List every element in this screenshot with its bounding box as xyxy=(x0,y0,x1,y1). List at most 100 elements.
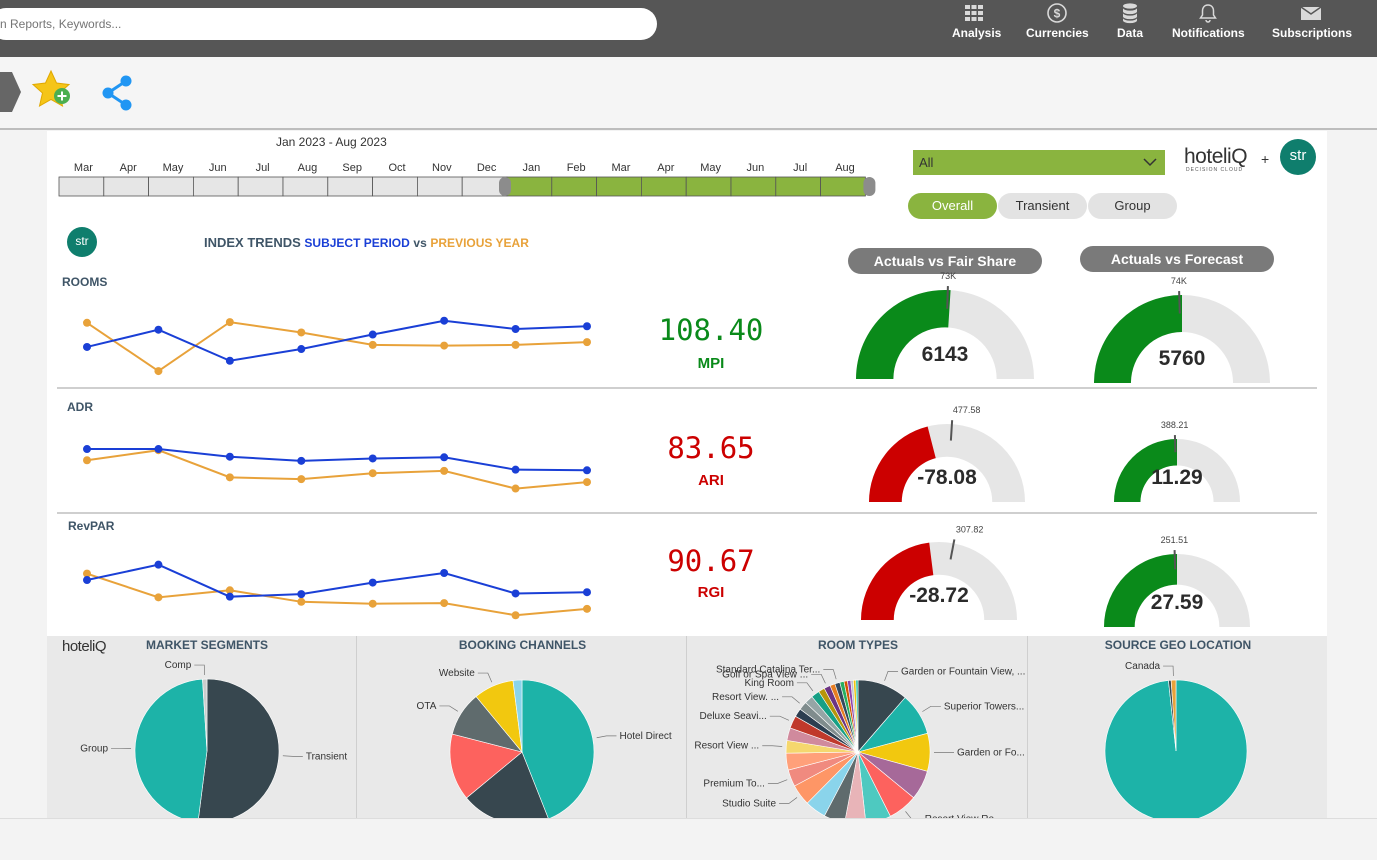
pie-label: Resort View Ro... xyxy=(925,814,1003,818)
rooms-fair-share-gauge: 73K 6143 xyxy=(856,271,1034,379)
gauge-target-label: 73K xyxy=(940,271,956,281)
timeline-month-label: Dec xyxy=(477,162,497,174)
top-bar: Analysis $ Currencies Data Notifications… xyxy=(0,0,1377,57)
gauge-fill xyxy=(861,542,934,620)
timeline-month-label: Aug xyxy=(835,162,855,174)
str-badge: str xyxy=(67,227,97,257)
nav-subscriptions[interactable]: Subscriptions xyxy=(1272,2,1353,40)
pie-slice xyxy=(845,751,866,818)
previous-series-line xyxy=(86,321,588,373)
filter-dropdown[interactable]: All xyxy=(913,150,1165,175)
favorite-add-icon[interactable] xyxy=(31,69,75,113)
timeline-cell xyxy=(192,176,239,197)
gauge-value: 5760 xyxy=(1159,347,1206,370)
booking-channels-pie[interactable]: Hotel DirectGDSOTAWebsite xyxy=(358,636,687,818)
revpar-forecast-gauge: 251.51 27.59 xyxy=(1104,536,1250,627)
previous-point xyxy=(154,593,163,602)
hoteliq-logo: hoteliQ DECISION CLOUD xyxy=(1184,145,1274,175)
market-segments-pie[interactable]: Transient Group Comp xyxy=(47,636,357,818)
timeline-month-label: Jul xyxy=(256,162,270,174)
pie-label: Golf or Spa View ... xyxy=(722,669,808,680)
pie-label: Canada xyxy=(1125,661,1160,672)
subject-point xyxy=(440,453,449,462)
pie-slice xyxy=(466,751,549,818)
nav-notifications[interactable]: Notifications xyxy=(1172,2,1245,40)
subject-series-line xyxy=(86,563,588,598)
tab-overall[interactable]: Overall xyxy=(908,193,997,219)
database-icon xyxy=(1123,3,1137,24)
gauge-target-marker xyxy=(1173,550,1177,570)
hoteliq-logo-text: hoteliQ xyxy=(1184,145,1248,168)
tab-group[interactable]: Group xyxy=(1088,193,1177,219)
rgi-label: RGI xyxy=(697,584,725,601)
row-divider xyxy=(57,387,1317,389)
timeline-month-label: Sep xyxy=(342,162,362,174)
nav-data[interactable]: Data xyxy=(1114,2,1146,40)
back-arrow-icon[interactable] xyxy=(0,72,22,112)
tab-transient[interactable]: Transient xyxy=(998,193,1087,219)
fair-share-header: Actuals vs Fair Share xyxy=(848,248,1042,274)
share-icon[interactable] xyxy=(100,75,134,111)
pie-label: Group xyxy=(80,743,108,754)
adr-trend-chart xyxy=(83,445,591,493)
date-range-label: Jan 2023 - Aug 2023 xyxy=(276,135,387,149)
previous-point xyxy=(440,341,449,350)
geo-location-pie[interactable]: Canada xyxy=(1029,636,1327,818)
search-input[interactable] xyxy=(0,8,657,40)
nav-analysis[interactable]: Analysis xyxy=(952,2,1001,40)
grid-icon xyxy=(965,5,983,21)
subject-point xyxy=(154,560,163,569)
previous-point xyxy=(297,328,306,337)
currency-icon: $ xyxy=(1047,3,1067,23)
gauge-target-label: 388.21 xyxy=(1161,421,1189,430)
timeline-month-label: Nov xyxy=(432,162,452,174)
pie-leader-line xyxy=(596,735,617,739)
nav-label: Subscriptions xyxy=(1272,26,1353,40)
subject-point xyxy=(154,325,163,334)
pie-slice xyxy=(521,679,595,818)
pie-leader-line xyxy=(282,755,303,757)
timeline-month-label: Feb xyxy=(567,162,586,174)
timeline-cell xyxy=(730,176,777,197)
pie-label: Hotel Direct xyxy=(619,731,671,742)
bottom-panels: hoteliQ MARKET SEGMENTS Transient Group Co… xyxy=(47,636,1327,818)
previous-point xyxy=(511,340,520,349)
footer-bar xyxy=(0,818,1377,860)
nav-currencies[interactable]: $ Currencies xyxy=(1026,2,1089,40)
ari-label: ARI xyxy=(698,472,724,489)
gauge-fill xyxy=(869,426,936,502)
timeline-month-label: Jun xyxy=(209,162,227,174)
previous-point xyxy=(225,586,234,595)
timeline-month-label: May xyxy=(163,162,184,174)
legend-subject-period: SUBJECT PERIOD xyxy=(304,236,410,250)
subject-point xyxy=(225,592,234,601)
pie-leader-line xyxy=(439,705,459,712)
gauge-fill xyxy=(1094,295,1182,383)
pie-label: Superior Towers... xyxy=(944,701,1024,712)
room-types-pie[interactable]: Garden or Fountain View, ... Superior Tow… xyxy=(688,636,1028,818)
timeline-cell xyxy=(58,176,105,197)
room-types-panel: ROOM TYPES Garden or Fountain View, ... S… xyxy=(688,636,1028,818)
subject-point xyxy=(511,589,520,598)
previous-point xyxy=(83,569,91,578)
gauge-target-marker xyxy=(949,539,956,560)
gauge-target-marker xyxy=(1178,291,1181,314)
timeline-slicer[interactable]: Mar Apr May Jun Jul Aug Sep Oct Nov Dec Jan Feb Mar A… xyxy=(57,157,887,201)
pie-leader-line xyxy=(477,672,493,683)
timeline-month-label: Apr xyxy=(657,162,674,174)
timeline-cell xyxy=(237,176,284,197)
adr-forecast-gauge: 388.21 11.29 xyxy=(1114,421,1240,502)
row-divider xyxy=(57,512,1317,514)
room-types-title: ROOM TYPES xyxy=(817,638,898,652)
nav-label: Data xyxy=(1116,26,1143,40)
previous-point xyxy=(511,611,520,620)
mpi-label: MPI xyxy=(697,355,725,372)
pie-label: Resort View. ... xyxy=(712,692,779,703)
subject-point xyxy=(368,330,377,339)
pie-label: Garden or Fo... xyxy=(957,747,1025,758)
pie-leader-line xyxy=(905,811,912,818)
gauge-fill xyxy=(856,290,951,379)
bell-icon xyxy=(1199,4,1217,23)
svg-text:$: $ xyxy=(1054,7,1061,21)
gauge-value: 27.59 xyxy=(1151,591,1204,614)
